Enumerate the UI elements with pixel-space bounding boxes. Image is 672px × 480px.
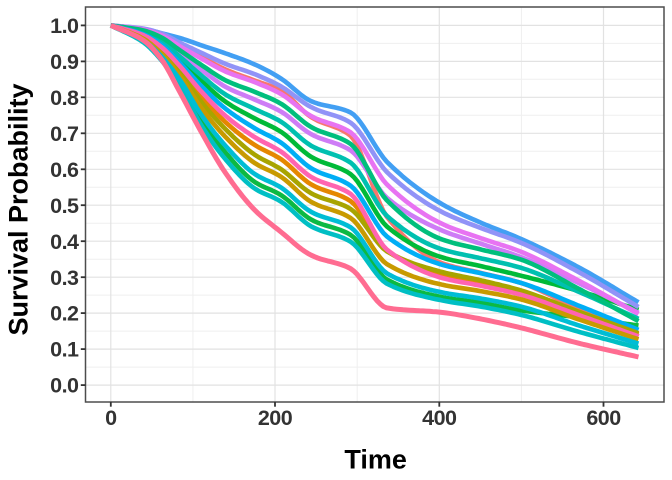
svg-text:Time: Time bbox=[344, 445, 407, 475]
svg-text:0.1: 0.1 bbox=[50, 338, 79, 362]
svg-text:0.8: 0.8 bbox=[50, 86, 79, 110]
svg-text:1.0: 1.0 bbox=[50, 14, 79, 38]
svg-text:Survival Probability: Survival Probability bbox=[4, 83, 34, 335]
svg-text:0.9: 0.9 bbox=[50, 50, 79, 74]
svg-text:0.0: 0.0 bbox=[50, 374, 79, 398]
svg-text:0.2: 0.2 bbox=[50, 302, 79, 326]
svg-text:200: 200 bbox=[258, 406, 293, 430]
svg-text:0.7: 0.7 bbox=[50, 122, 79, 146]
svg-text:0.6: 0.6 bbox=[50, 158, 79, 182]
svg-text:400: 400 bbox=[422, 406, 457, 430]
svg-text:0.3: 0.3 bbox=[50, 266, 79, 290]
svg-text:0: 0 bbox=[105, 406, 117, 430]
svg-text:0.5: 0.5 bbox=[50, 194, 79, 218]
svg-text:600: 600 bbox=[586, 406, 621, 430]
svg-text:0.4: 0.4 bbox=[50, 230, 79, 254]
